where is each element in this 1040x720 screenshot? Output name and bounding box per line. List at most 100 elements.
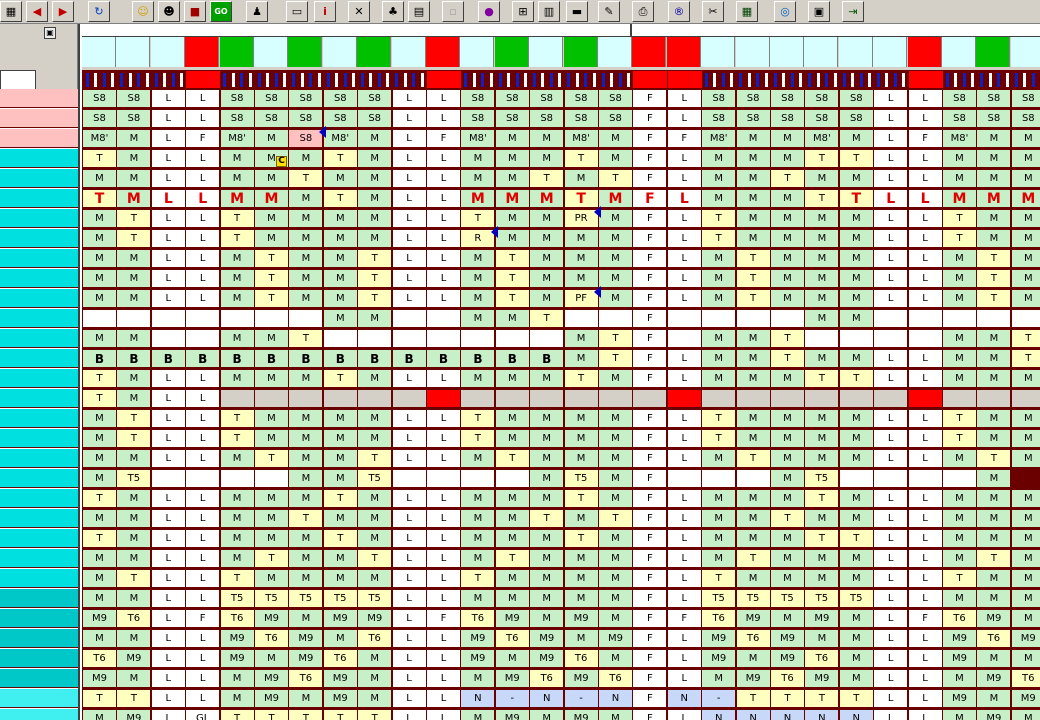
schedule-cell[interactable]: T6 [323, 650, 357, 667]
schedule-cell[interactable]: L [151, 130, 185, 147]
schedule-cell[interactable]: M9 [805, 670, 839, 687]
schedule-cell[interactable]: M9 [117, 710, 151, 720]
schedule-cell[interactable]: S8 [839, 90, 873, 107]
schedule-cell[interactable]: T [599, 170, 632, 187]
schedule-cell[interactable]: M9 [702, 650, 736, 667]
schedule-cell[interactable]: M [323, 510, 357, 527]
schedule-cell[interactable]: L [874, 590, 908, 607]
schedule-cell[interactable]: M [977, 130, 1011, 147]
day-header[interactable] [322, 37, 357, 67]
window-icon[interactable]: ▭ [286, 1, 308, 22]
c-marker[interactable]: C [276, 156, 287, 167]
schedule-cell[interactable]: M [495, 410, 529, 427]
schedule-cell[interactable] [1011, 310, 1040, 327]
schedule-cell[interactable] [289, 310, 323, 327]
schedule-cell[interactable] [667, 470, 701, 487]
day-header[interactable] [838, 37, 873, 67]
schedule-cell[interactable]: M [599, 410, 632, 427]
schedule-cell[interactable]: L [908, 110, 942, 127]
schedule-cell[interactable]: L [392, 450, 426, 467]
schedule-cell[interactable]: T [530, 510, 564, 527]
schedule-cell[interactable]: M [255, 430, 288, 447]
schedule-cell[interactable]: M [495, 570, 529, 587]
schedule-cell[interactable]: L [667, 530, 701, 547]
schedule-cell[interactable]: L [667, 230, 701, 247]
schedule-cell[interactable]: T6 [943, 610, 976, 627]
schedule-cell[interactable]: M [530, 490, 564, 507]
schedule-cell[interactable]: M [117, 590, 151, 607]
schedule-cell[interactable]: T [943, 410, 976, 427]
schedule-cell[interactable]: M [1011, 530, 1040, 547]
schedule-cell[interactable]: M [117, 330, 151, 347]
schedule-cell[interactable]: T6 [805, 650, 839, 667]
schedule-cell[interactable]: M [289, 370, 323, 387]
schedule-cell[interactable] [702, 390, 736, 407]
schedule-cell[interactable]: M [771, 150, 804, 167]
schedule-cell[interactable]: T [83, 530, 116, 547]
schedule-cell[interactable]: M [117, 250, 151, 267]
schedule-cell[interactable]: M9 [461, 650, 495, 667]
schedule-cell[interactable]: L [186, 90, 220, 107]
schedule-cell[interactable]: M [599, 530, 632, 547]
schedule-cell[interactable]: M [358, 230, 392, 247]
schedule-cell[interactable]: M [702, 250, 736, 267]
schedule-cell[interactable]: M [358, 510, 392, 527]
schedule-cell[interactable]: M [839, 490, 873, 507]
schedule-cell[interactable]: F [633, 150, 667, 167]
schedule-cell[interactable]: M [771, 190, 804, 207]
schedule-cell[interactable]: L [392, 630, 426, 647]
day-header[interactable] [735, 37, 770, 67]
schedule-cell[interactable]: M [358, 570, 392, 587]
schedule-cell[interactable] [392, 470, 426, 487]
schedule-cell[interactable]: M [117, 550, 151, 567]
schedule-cell[interactable]: L [667, 650, 701, 667]
schedule-cell[interactable]: T [117, 210, 151, 227]
schedule-cell[interactable]: S8 [599, 110, 632, 127]
schedule-cell[interactable]: S8 [702, 90, 736, 107]
schedule-cell[interactable]: M [289, 490, 323, 507]
schedule-cell[interactable]: M [736, 150, 770, 167]
schedule-cell[interactable]: M [495, 150, 529, 167]
schedule-cell[interactable]: M [495, 650, 529, 667]
schedule-cell[interactable]: S8 [289, 90, 323, 107]
schedule-cell[interactable]: M [289, 430, 323, 447]
schedule-cell[interactable]: L [427, 210, 460, 227]
schedule-cell[interactable]: M [736, 230, 770, 247]
schedule-cell[interactable]: T [564, 530, 598, 547]
exit-icon[interactable]: ⇥ [842, 1, 864, 22]
schedule-cell[interactable]: L [667, 90, 701, 107]
schedule-cell[interactable]: M [1011, 510, 1040, 527]
schedule-cell[interactable]: M [736, 350, 770, 367]
schedule-cell[interactable]: M [495, 210, 529, 227]
schedule-cell[interactable]: T [358, 270, 392, 287]
day-header[interactable] [494, 37, 529, 67]
schedule-cell[interactable]: M [530, 370, 564, 387]
schedule-cell[interactable] [736, 470, 770, 487]
schedule-cell[interactable]: M [358, 130, 392, 147]
schedule-cell[interactable]: S8 [564, 110, 598, 127]
table-icon[interactable]: ▣ [808, 1, 830, 22]
schedule-cell[interactable]: M [702, 350, 736, 367]
schedule-cell[interactable]: L [186, 650, 220, 667]
schedule-cell[interactable]: M [839, 250, 873, 267]
schedule-cell[interactable]: M [220, 690, 254, 707]
schedule-cell[interactable]: L [874, 450, 908, 467]
schedule-cell[interactable]: M [289, 530, 323, 547]
schedule-cell[interactable]: M [771, 570, 804, 587]
schedule-cell[interactable]: M8' [461, 130, 495, 147]
schedule-cell[interactable]: S8 [323, 90, 357, 107]
schedule-cell[interactable]: M9 [83, 610, 116, 627]
schedule-cell[interactable]: L [151, 690, 185, 707]
schedule-cell[interactable]: L [908, 650, 942, 667]
employee-name[interactable] [0, 489, 78, 508]
schedule-cell[interactable] [495, 330, 529, 347]
schedule-cell[interactable]: M9 [564, 710, 598, 720]
schedule-cell[interactable]: T [564, 370, 598, 387]
schedule-cell[interactable]: M [1011, 710, 1040, 720]
schedule-cell[interactable]: N [771, 710, 804, 720]
schedule-cell[interactable]: L [392, 510, 426, 527]
schedule-cell[interactable]: T6 [530, 670, 564, 687]
schedule-cell[interactable]: M [1011, 270, 1040, 287]
schedule-cell[interactable]: S8 [220, 90, 254, 107]
schedule-cell[interactable]: M [358, 410, 392, 427]
